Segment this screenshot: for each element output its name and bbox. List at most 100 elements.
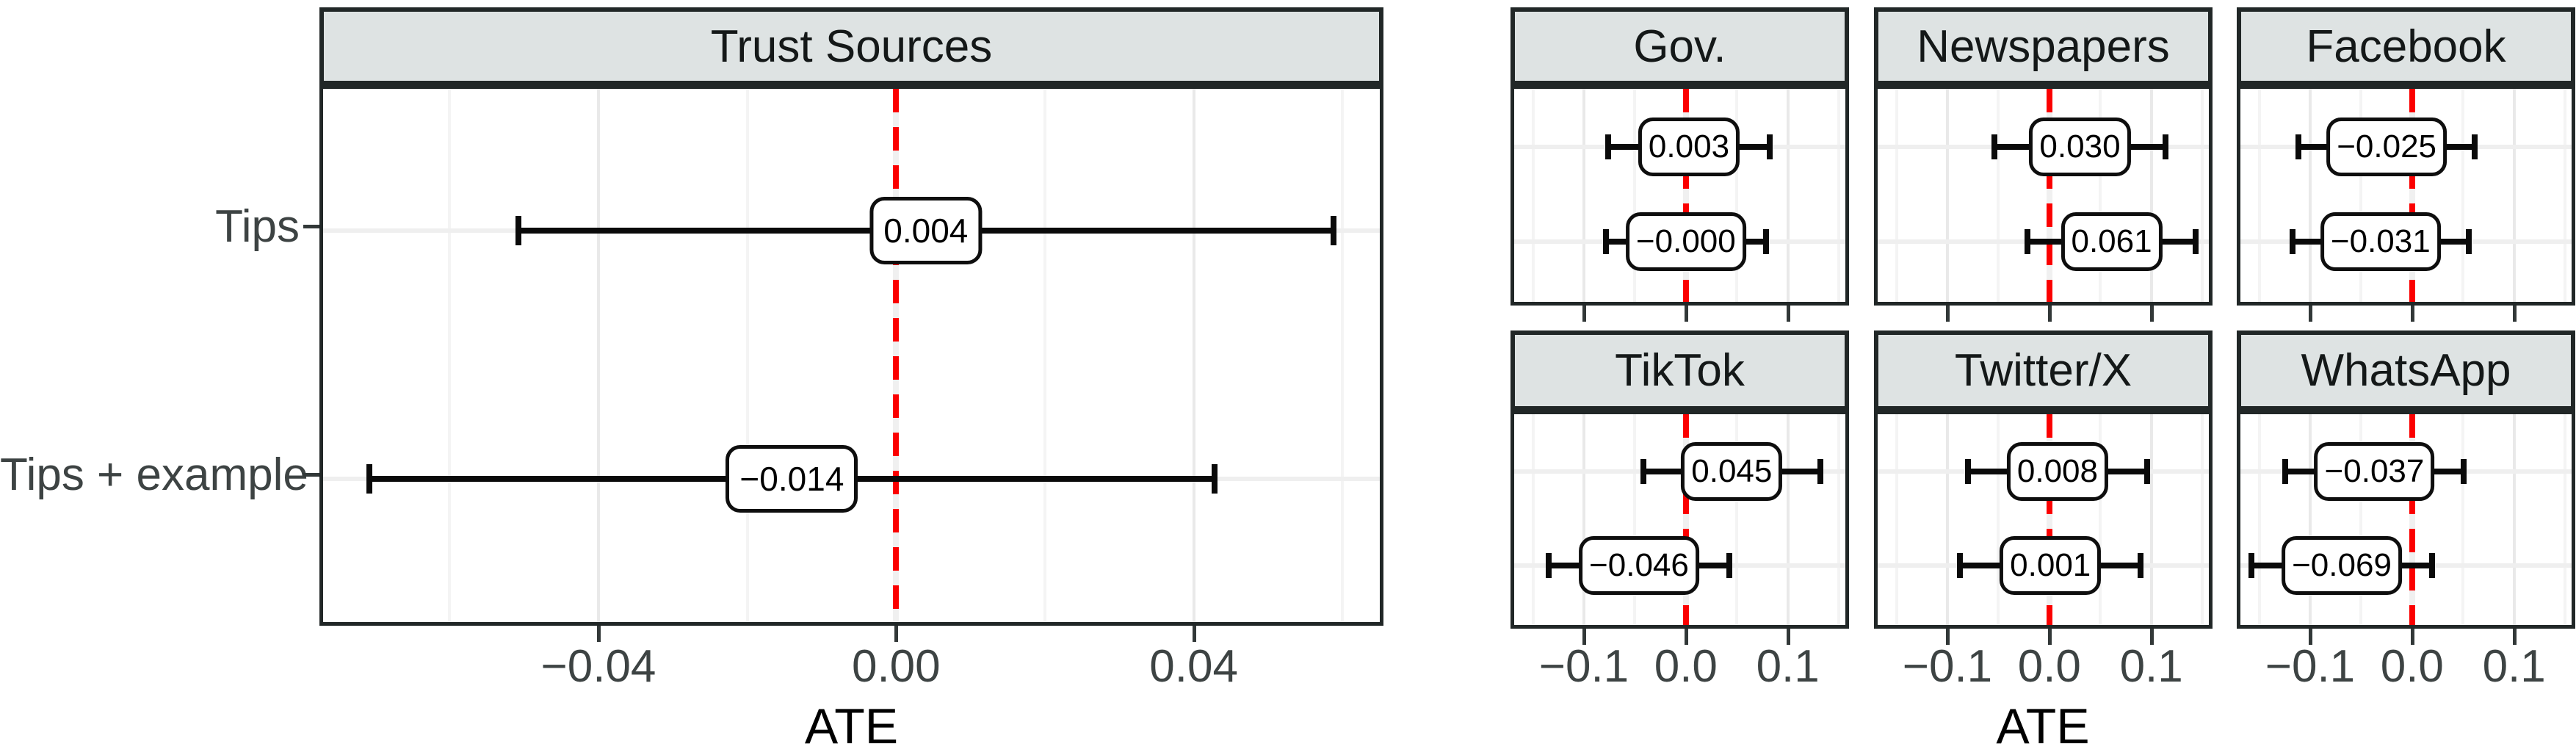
x-axis-tick-label: 0.04 — [1149, 641, 1238, 692]
x-axis-tick — [1684, 629, 1688, 645]
gridline-minor — [2564, 89, 2567, 302]
panel-plot-region: 0.030 0.061 — [1878, 89, 2209, 302]
panel-area: 0.004 −0.014 — [319, 85, 1383, 626]
x-axis-tick — [1582, 306, 1586, 322]
x-axis-tick-label: −0.1 — [2265, 641, 2356, 692]
estimate-label-box: −0.037 — [2314, 442, 2435, 502]
error-bar-cap-left — [366, 464, 372, 494]
gridline-major — [1786, 89, 1790, 302]
gridline-minor — [448, 89, 452, 622]
gridline-minor — [1735, 89, 1739, 302]
zero-reference-line — [893, 89, 900, 622]
gridline-minor — [1735, 414, 1739, 625]
panel-area: −0.037 −0.069 — [2237, 411, 2575, 629]
estimate-label-box: 0.003 — [1638, 118, 1740, 177]
x-axis-tick — [2410, 306, 2414, 322]
facet-strip-title: Gov. — [1633, 21, 1726, 72]
gridline-minor — [1043, 89, 1046, 622]
gridline-major — [1945, 89, 1949, 302]
panel-area: 0.008 0.001 — [1874, 411, 2213, 629]
panel-area: 0.030 0.061 — [1874, 85, 2213, 306]
error-bar-cap-left — [1602, 228, 1609, 254]
estimate-label-box: 0.001 — [2000, 535, 2102, 595]
estimate-label-box: 0.061 — [2061, 212, 2163, 271]
facet-strip-title: Facebook — [2306, 21, 2506, 72]
y-axis-tick — [303, 225, 319, 229]
error-bar-cap-left — [2282, 459, 2288, 485]
gridline-major — [2512, 414, 2516, 625]
x-axis-tick — [596, 626, 601, 642]
y-axis-tick — [303, 473, 319, 477]
x-axis-tick-label: −0.1 — [1902, 641, 1993, 692]
gridline-major — [1582, 89, 1585, 302]
gridline-major — [1945, 414, 1949, 625]
estimate-label-box: −0.014 — [726, 445, 858, 513]
x-axis-tick-label: 0.1 — [1756, 641, 1820, 692]
gridline-minor — [1997, 89, 2000, 302]
x-axis-tick — [2308, 629, 2312, 645]
gridline-minor — [1997, 414, 2000, 625]
x-axis-title-left: ATE — [804, 698, 899, 754]
gridline-minor — [1895, 89, 1898, 302]
x-axis-tick-label: 0.0 — [2017, 641, 2081, 692]
estimate-label-box: −0.069 — [2282, 535, 2402, 595]
x-axis-tick — [1945, 306, 1950, 322]
gridline-minor — [1837, 89, 1841, 302]
zero-reference-line — [2046, 414, 2052, 625]
gridline-minor — [1531, 414, 1535, 625]
gridline-major — [2149, 414, 2153, 625]
x-axis-tick — [1684, 306, 1688, 322]
x-axis-tick — [2308, 306, 2312, 322]
x-axis-tick-label: 0.0 — [1654, 641, 1718, 692]
x-axis-tick — [2410, 629, 2414, 645]
error-bar-cap-right — [1726, 552, 1732, 578]
error-bar-cap-right — [2428, 552, 2435, 578]
error-bar-cap-right — [2162, 134, 2168, 160]
x-axis-tick — [1192, 626, 1196, 642]
x-axis-tick — [1786, 306, 1790, 322]
facet-strip-title: TikTok — [1615, 345, 1745, 396]
facet-strip: Twitter/X — [1874, 330, 2213, 411]
error-bar-cap-right — [2465, 228, 2472, 254]
estimate-label-box: 0.045 — [1681, 442, 1783, 502]
error-bar-cap-right — [1331, 216, 1337, 246]
gridline-minor — [2359, 89, 2363, 302]
x-axis-tick-label: 0.00 — [851, 641, 941, 692]
gridline-major — [1786, 414, 1790, 625]
gridline-minor — [1837, 414, 1841, 625]
gridline-minor — [1633, 414, 1637, 625]
facet-strip: Trust Sources — [319, 7, 1383, 85]
gridline-major — [2308, 89, 2312, 302]
gridline-minor — [2359, 414, 2363, 625]
facet-strip-title: WhatsApp — [2301, 345, 2511, 396]
error-bar-cap-right — [1817, 459, 1823, 485]
x-axis-tick-label: 0.1 — [2119, 641, 2183, 692]
estimate-label-box: −0.031 — [2320, 212, 2441, 271]
x-axis-tick — [1582, 629, 1586, 645]
error-bar-cap-right — [1767, 134, 1773, 160]
gridline-major — [596, 89, 600, 622]
panel-area: 0.003 −0.000 — [1510, 85, 1849, 306]
zero-reference-line — [1682, 89, 1689, 302]
gridline-major — [1582, 414, 1585, 625]
gridline-minor — [1895, 414, 1898, 625]
x-axis-tick-label: 0.1 — [2482, 641, 2546, 692]
x-axis-tick — [2047, 629, 2052, 645]
facet-strip-title: Trust Sources — [710, 21, 993, 72]
error-bar-cap-right — [1762, 228, 1769, 254]
x-axis-tick — [2149, 629, 2154, 645]
error-bar-cap-left — [2024, 228, 2030, 254]
gridline-major — [2149, 89, 2153, 302]
error-bar-cap-left — [1640, 459, 1647, 485]
facet-strip: Newspapers — [1874, 7, 2213, 85]
error-bar-cap-right — [2143, 459, 2150, 485]
zero-reference-line — [1682, 414, 1689, 625]
error-bar-cap-left — [2289, 228, 2295, 254]
estimate-label-box: 0.008 — [2006, 442, 2108, 502]
panel-plot-region: −0.025 −0.031 — [2240, 89, 2572, 302]
x-axis-tick — [894, 626, 899, 642]
error-bar-cap-left — [1957, 552, 1964, 578]
error-bar-cap-left — [1545, 552, 1552, 578]
gridline-major — [1192, 89, 1195, 622]
panel-area: 0.045 −0.046 — [1510, 411, 1849, 629]
